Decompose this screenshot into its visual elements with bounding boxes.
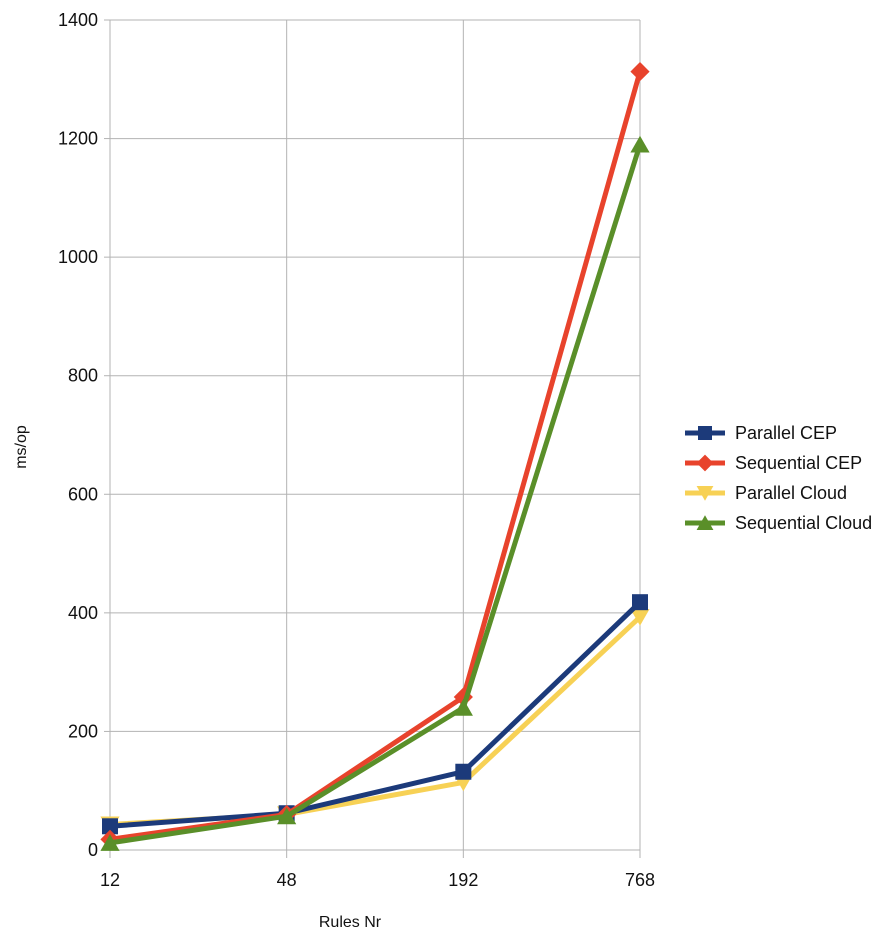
grid-lines	[109, 19, 641, 851]
legend-item-sequential-cep: Sequential CEP	[685, 453, 862, 473]
y-tick-labels: 0 200 400 600 800 1000 1200 1400	[58, 10, 98, 860]
y-tick-label: 1000	[58, 247, 98, 267]
x-tick-label: 768	[625, 870, 655, 890]
legend-label: Sequential CEP	[735, 453, 862, 473]
data-point-sequential-cloud	[277, 807, 297, 825]
data-point-parallel-cep	[632, 594, 648, 611]
x-tick-label: 192	[448, 870, 478, 890]
data-point-sequential-cloud	[100, 834, 120, 851]
series-lines	[100, 61, 650, 851]
legend-swatch-marker	[696, 486, 714, 501]
x-tick-labels: 12 48 192 768	[100, 870, 655, 890]
data-point-parallel-cloud	[630, 609, 650, 626]
y-tick-label: 1400	[58, 10, 98, 30]
legend-swatch-marker	[696, 454, 714, 472]
data-point-sequential-cloud	[630, 135, 650, 153]
axes	[104, 19, 641, 858]
legend-swatch-marker	[698, 426, 712, 440]
y-tick-label: 800	[68, 366, 98, 386]
y-tick-label: 1200	[58, 129, 98, 149]
y-tick-label: 200	[68, 721, 98, 741]
legend-label: Parallel CEP	[735, 423, 837, 443]
x-tick-label: 48	[277, 870, 297, 890]
data-point-sequential-cloud	[453, 698, 473, 716]
legend-item-parallel-cloud: Parallel Cloud	[685, 483, 847, 503]
y-tick-label: 0	[88, 840, 98, 860]
data-point-parallel-cep	[102, 818, 118, 835]
legend-item-sequential-cloud: Sequential Cloud	[685, 513, 872, 533]
x-axis-title: Rules Nr	[319, 914, 382, 931]
series-sequential-cep	[100, 61, 650, 849]
legend-label: Sequential Cloud	[735, 513, 872, 533]
y-axis-title: ms/op	[13, 425, 30, 469]
legend: Parallel CEP Sequential CEP Parallel Cloud…	[685, 423, 872, 533]
series-line-sequential-cep	[107, 69, 643, 842]
y-tick-label: 600	[68, 484, 98, 504]
series-sequential-cloud	[100, 135, 650, 851]
legend-item-parallel-cep: Parallel CEP	[685, 423, 837, 443]
y-tick-label: 400	[68, 603, 98, 623]
legend-swatch-marker	[696, 515, 714, 530]
series-line-sequential-cloud	[107, 142, 643, 846]
x-tick-label: 12	[100, 870, 120, 890]
data-point-parallel-cep	[455, 763, 472, 780]
series-parallel-cloud	[100, 609, 650, 834]
data-point-sequential-cep	[630, 61, 650, 82]
legend-label: Parallel Cloud	[735, 483, 847, 503]
series-line-parallel-cep	[107, 599, 643, 829]
